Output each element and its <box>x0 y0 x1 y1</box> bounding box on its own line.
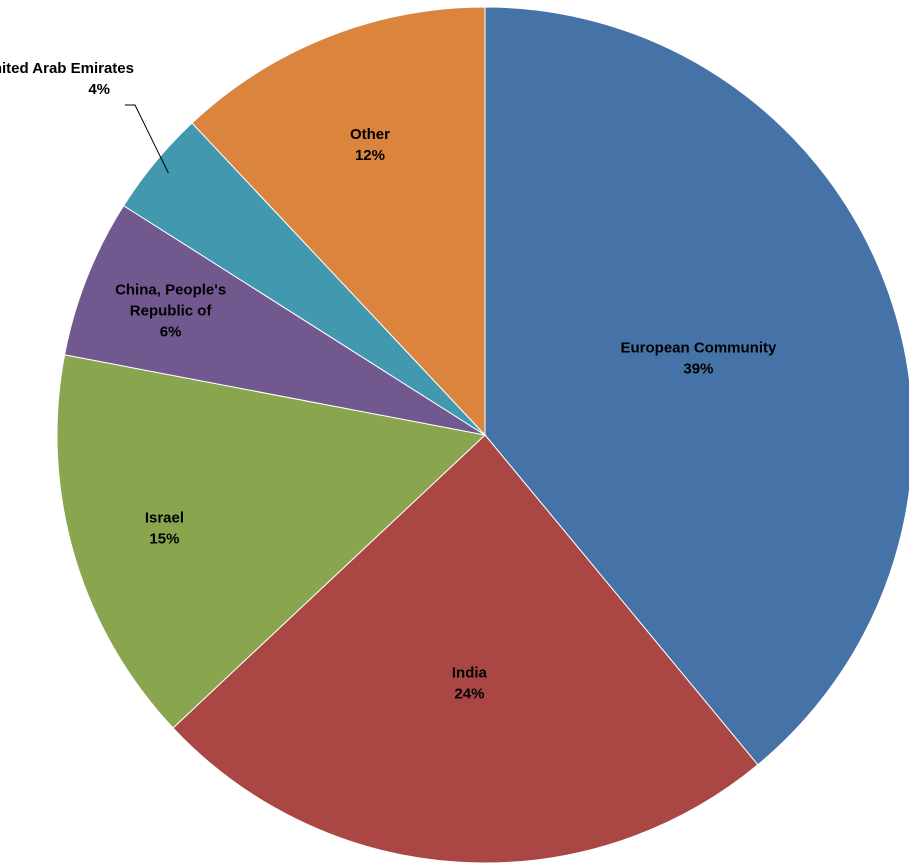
pie-slice-other <box>191 6 486 437</box>
slice-label-israel-line-1: Israel <box>145 510 184 527</box>
slice-label-other-line-1: Other <box>350 126 390 143</box>
slice-label-european-community-line-1: European Community <box>620 340 777 357</box>
slice-label-india-line-1: India <box>452 664 488 681</box>
slice-label-israel-line-2: 15% <box>149 531 179 548</box>
slice-label-other-line-2: 12% <box>355 147 385 164</box>
pie-slice-china-people-s-republic-of <box>63 204 486 436</box>
slice-label-india-line-2: 24% <box>454 685 484 702</box>
pie-slices <box>56 6 909 864</box>
slice-label-european-community-line-2: 39% <box>683 361 713 378</box>
slice-label-china-people-s-republic-of-line-1: China, People's <box>115 282 226 299</box>
pie-labels: European Community 39% India 24% Israel 15% Ch… <box>0 60 777 702</box>
pie-slice-european-community <box>484 6 909 766</box>
slice-label-china-people-s-republic-of-line-3: 6% <box>160 324 182 341</box>
slice-label-united-arab-emirates-line-1: United Arab Emirates <box>0 60 134 77</box>
slice-label-united-arab-emirates-line-2: 4% <box>88 81 110 98</box>
leader-line-united-arab-emirates <box>125 104 169 174</box>
pie-slice-israel <box>56 354 487 729</box>
slice-label-china-people-s-republic-of-line-2: Republic of <box>130 303 213 320</box>
pie-slice-india <box>172 434 759 864</box>
